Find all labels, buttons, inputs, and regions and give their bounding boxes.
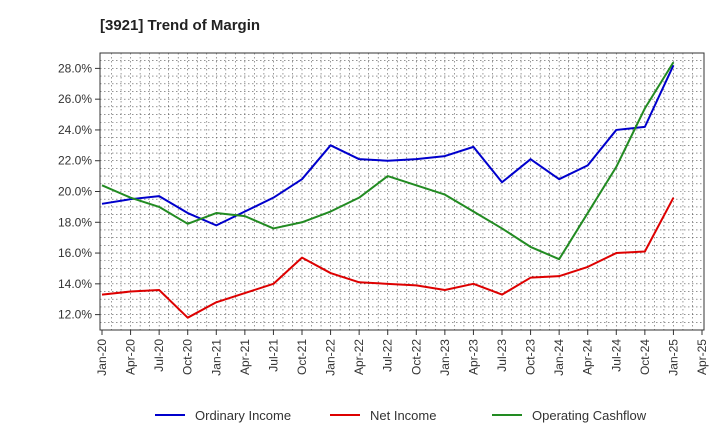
x-tick-label: Jul-20 <box>152 339 166 372</box>
y-tick-label: 20.0% <box>58 185 92 199</box>
y-tick-label: 14.0% <box>58 277 92 291</box>
y-tick-label: 22.0% <box>58 154 92 168</box>
x-tick-label: Oct-24 <box>638 339 652 375</box>
x-axis-ticks: Jan-20 Apr-20 Jul-20 Oct-20 Jan-21 Apr-21 Jul-… <box>95 330 709 376</box>
legend-label: Ordinary Income <box>195 408 291 423</box>
x-tick-label: Oct-20 <box>181 339 195 375</box>
x-tick-label: Jul-21 <box>266 339 280 372</box>
series-line-ordinary-income <box>101 64 675 227</box>
x-tick-label: Apr-24 <box>581 339 595 375</box>
legend-label: Net Income <box>370 408 436 423</box>
x-tick-label: Oct-21 <box>295 339 309 375</box>
series-lines <box>101 61 675 319</box>
x-tick-label: Apr-25 <box>695 339 709 375</box>
series-line-operating-cashflow <box>101 61 675 261</box>
x-tick-label: Apr-21 <box>238 339 252 375</box>
x-tick-label: Jan-25 <box>666 339 680 376</box>
y-tick-label: 18.0% <box>58 215 92 229</box>
y-tick-label: 26.0% <box>58 92 92 106</box>
x-tick-label: Jan-20 <box>95 339 109 376</box>
x-tick-label: Jan-23 <box>438 339 452 376</box>
x-tick-label: Jul-24 <box>609 339 623 372</box>
x-tick-label: Jul-22 <box>381 339 395 372</box>
legend-label: Operating Cashflow <box>532 408 647 423</box>
x-tick-label: Oct-23 <box>524 339 538 375</box>
series-line-net-income <box>101 197 675 319</box>
y-tick-label: 16.0% <box>58 246 92 260</box>
grid <box>100 53 704 330</box>
x-tick-label: Apr-23 <box>466 339 480 375</box>
x-tick-label: Oct-22 <box>409 339 423 375</box>
x-tick-label: Jan-21 <box>209 339 223 376</box>
legend: Ordinary Income Net Income Operating Cashf… <box>155 408 647 423</box>
y-axis-ticks: 12.0% 14.0% 16.0% 18.0% 20.0% 22.0% 24.0% 26.0%… <box>58 61 100 322</box>
y-tick-label: 28.0% <box>58 61 92 75</box>
y-tick-label: 12.0% <box>58 308 92 322</box>
chart-title: [3921] Trend of Margin <box>100 17 260 34</box>
y-tick-label: 24.0% <box>58 123 92 137</box>
x-tick-label: Jan-24 <box>552 339 566 376</box>
x-tick-label: Jul-23 <box>495 339 509 372</box>
x-tick-label: Apr-22 <box>352 339 366 375</box>
x-tick-label: Apr-20 <box>124 339 138 375</box>
x-tick-label: Jan-22 <box>324 339 338 376</box>
